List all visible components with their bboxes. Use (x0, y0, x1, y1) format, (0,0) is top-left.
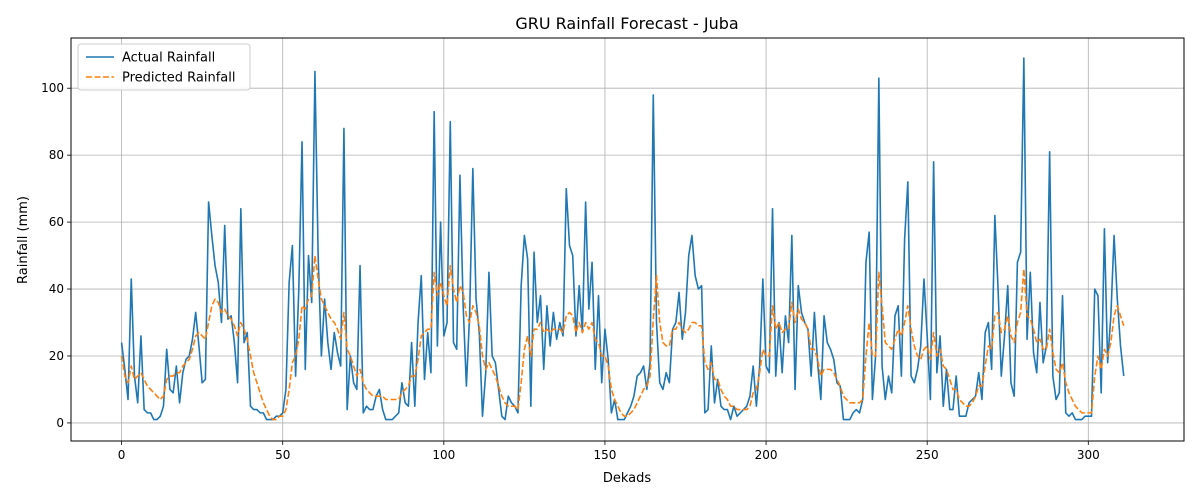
x-tick-label: 300 (1077, 448, 1100, 462)
legend-label: Predicted Rainfall (122, 71, 236, 86)
y-tick-label: 100 (41, 81, 64, 95)
x-tick-label: 200 (755, 448, 778, 462)
x-tick-label: 50 (275, 448, 290, 462)
x-axis-label: Dekads (603, 471, 652, 486)
legend-label: Actual Rainfall (122, 51, 215, 66)
legend: Actual Rainfall Predicted Rainfall (77, 43, 251, 91)
y-tick-label: 20 (49, 349, 64, 363)
x-tick-label: 100 (432, 448, 455, 462)
y-tick-label: 40 (49, 282, 64, 296)
chart-title: GRU Rainfall Forecast - Juba (515, 14, 738, 33)
y-tick-label: 0 (56, 416, 64, 430)
y-axis-label: Rainfall (mm) (16, 196, 31, 284)
y-tick-label: 60 (49, 215, 64, 229)
axis-ticks: 0 50 100 150 200 250 300 0 20 40 60 80 100 (41, 81, 1100, 462)
y-tick-label: 80 (49, 148, 64, 162)
actual-rainfall-line (120, 57, 1125, 421)
predicted-rainfall-line (120, 254, 1125, 421)
x-tick-label: 250 (916, 448, 939, 462)
legend-box (77, 43, 251, 91)
x-tick-label: 150 (593, 448, 616, 462)
series-layer (120, 57, 1125, 421)
x-tick-label: 0 (118, 448, 126, 462)
plot-frame (70, 37, 1185, 442)
